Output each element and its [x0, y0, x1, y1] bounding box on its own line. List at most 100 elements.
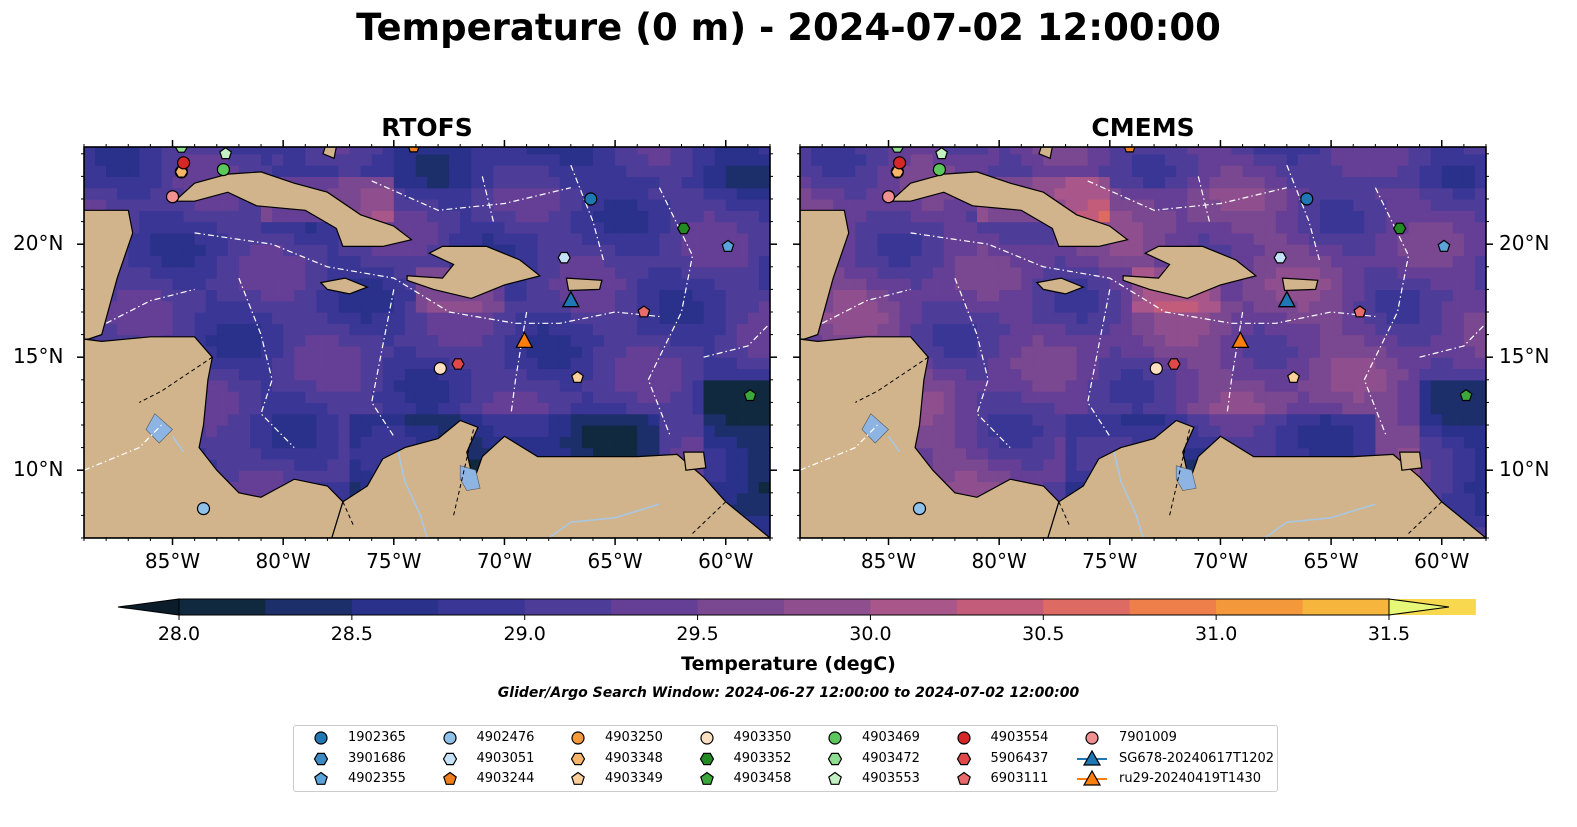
legend-label: 4903553 — [862, 771, 920, 786]
eez-boundary-2 — [371, 289, 395, 437]
eez-boundary-7 — [371, 180, 571, 211]
legend-label: 3901686 — [348, 750, 406, 766]
float-4903472 — [890, 147, 905, 153]
lake-0 — [1175, 465, 1197, 491]
colorbar-tick-label: 28.5 — [330, 623, 373, 645]
cmems-map — [793, 140, 1493, 545]
float-4902476 — [196, 502, 211, 516]
legend-marker-icon — [571, 731, 585, 745]
eez-boundary-0 — [194, 232, 660, 324]
float-4903051 — [1273, 251, 1287, 264]
colorbar-tick-label: 31.5 — [1367, 623, 1411, 645]
colorbar-segment — [956, 599, 1044, 615]
legend-label: 5906437 — [990, 750, 1049, 766]
colorbar-tick-label: 30.0 — [849, 623, 892, 645]
float-1902365 — [1300, 192, 1314, 206]
float-7901009 — [165, 190, 180, 204]
legend-marker-icon — [1077, 749, 1107, 766]
river-0 — [397, 451, 428, 538]
float-3901686 — [769, 194, 770, 195]
float-4903350 — [1149, 361, 1163, 376]
country-border-1 — [453, 429, 474, 516]
river-2 — [887, 435, 901, 453]
land-puerto — [565, 277, 603, 292]
x-tick-label: 70°W — [1192, 549, 1249, 573]
river-1 — [1264, 503, 1376, 538]
y-tick-label-right: 20°N — [1499, 231, 1550, 256]
legend-label: 4903350 — [733, 730, 792, 745]
lake-1 — [861, 413, 889, 444]
legend-label: 4903352 — [733, 750, 792, 766]
country-border-0 — [855, 356, 929, 403]
float-4903553 — [935, 147, 949, 160]
colorbar-segment — [1216, 599, 1303, 615]
legend-marker-icon — [442, 752, 457, 765]
float-6903111 — [1353, 305, 1367, 318]
glider-ru29-20240419T1430 — [515, 330, 534, 349]
y-tick-label-right: 10°N — [1499, 457, 1550, 482]
colorbar-segment — [870, 599, 958, 615]
legend-marker-icon — [956, 731, 971, 745]
river-2 — [171, 435, 185, 453]
country-border-3 — [1058, 501, 1071, 527]
float-4903458 — [1459, 388, 1473, 402]
eez-boundary-10 — [84, 424, 162, 471]
search-window-caption: Glider/Argo Search Window: 2024-06-27 12… — [497, 685, 1080, 701]
float-3901686 — [1485, 194, 1486, 195]
x-tick-label: 70°W — [476, 549, 533, 573]
legend-marker-icon — [699, 731, 714, 745]
float-4903244 — [407, 147, 420, 153]
legend-label: 1902365 — [348, 730, 406, 745]
legend-marker-icon — [828, 771, 842, 785]
float-4903352 — [677, 222, 691, 235]
eez-boundary-10 — [800, 424, 878, 471]
legend-marker-icon — [956, 752, 971, 765]
eez-boundary-1 — [954, 277, 1011, 449]
y-tick-label-left: 10°N — [13, 457, 64, 482]
legend-label: 4903472 — [862, 750, 920, 766]
eez-boundary-7 — [1087, 180, 1287, 211]
legend-label: 4903244 — [476, 771, 535, 786]
float-4903458 — [743, 388, 757, 402]
glider-ru29-20240419T1430 — [1231, 330, 1250, 349]
y-tick-label-left: 20°N — [13, 231, 64, 256]
x-tick-label: 80°W — [971, 549, 1027, 573]
float-7901009 — [881, 190, 896, 204]
float-4902355 — [721, 239, 735, 252]
colorbar — [117, 598, 1476, 620]
glider-SG678-20240617T1202 — [561, 290, 580, 308]
x-tick-label: 85°W — [144, 549, 201, 573]
float-4903352 — [1393, 222, 1407, 235]
x-tick-label: 60°W — [698, 549, 754, 573]
float-4903349 — [1287, 370, 1300, 383]
legend-label: 4903458 — [733, 771, 792, 786]
float-4903469 — [932, 163, 947, 177]
legend-marker-icon — [313, 752, 329, 765]
colorbar-tick-label: 30.5 — [1022, 623, 1065, 645]
legend-label: 4903349 — [605, 771, 663, 786]
colorbar-tick-label: 29.5 — [676, 623, 719, 645]
colorbar-tick-label: 29.0 — [503, 623, 546, 645]
legend-label: 4903469 — [862, 730, 920, 745]
legend-label: 6903111 — [990, 771, 1049, 786]
figure-title: Temperature (0 m) - 2024-07-02 12:00:00 — [356, 6, 1221, 49]
land-cuba — [889, 171, 1129, 247]
float-4903469 — [216, 163, 231, 177]
colorbar-segment — [1302, 599, 1390, 615]
legend-marker-icon — [828, 731, 842, 745]
land-southam — [331, 419, 770, 538]
river-1 — [548, 503, 660, 538]
platform-legend: 1902365 3901686 4902355 4902476 4903051 49032… — [293, 725, 1278, 792]
legend-label: ru29-20240419T1430 — [1119, 771, 1262, 786]
country-border-0 — [139, 356, 213, 403]
x-tick-label: 75°W — [1082, 549, 1138, 573]
float-4902355 — [1437, 239, 1451, 252]
eez-boundary-8 — [105, 288, 195, 324]
country-border-1 — [1169, 429, 1190, 516]
float-4903244 — [1123, 147, 1136, 153]
land-hispaniola — [1122, 245, 1258, 300]
lake-0 — [459, 465, 481, 491]
colorbar-segment — [351, 599, 439, 615]
x-tick-label: 65°W — [587, 549, 643, 573]
float-4903051 — [557, 251, 571, 264]
